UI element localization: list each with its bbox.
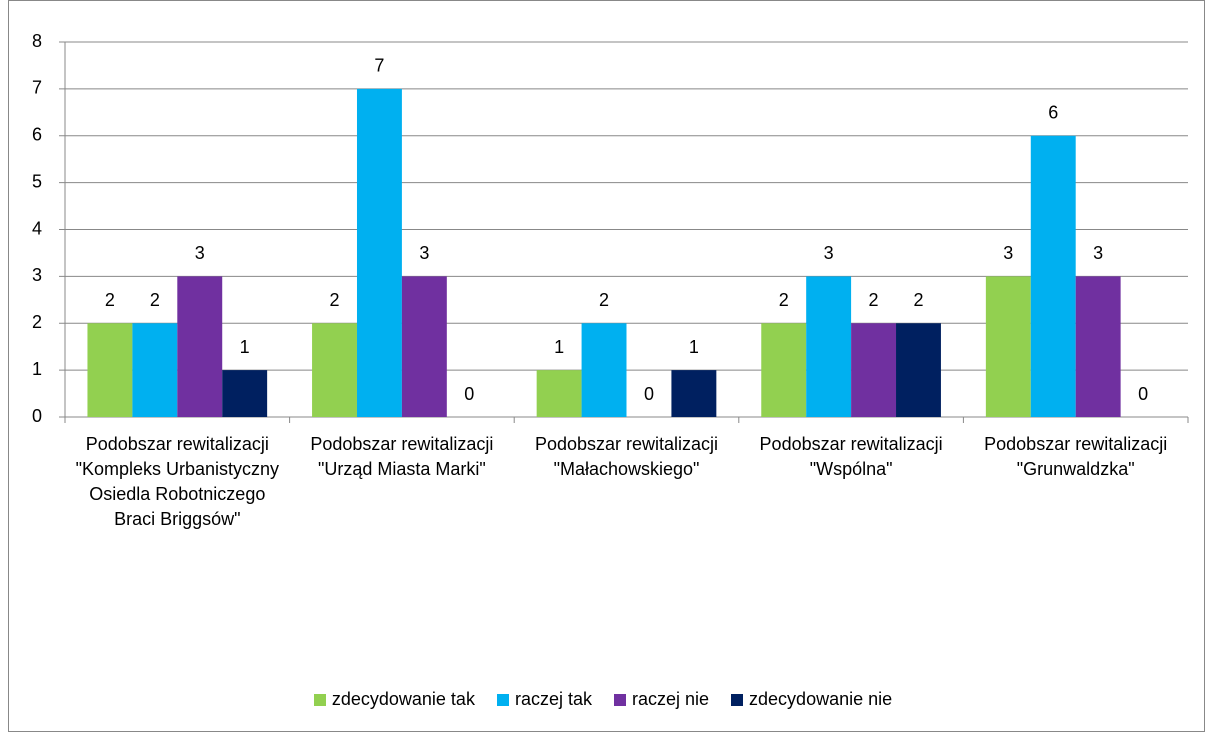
bar xyxy=(356,88,402,417)
y-tick-label: 1 xyxy=(32,359,42,379)
y-tick-label: 7 xyxy=(32,78,42,98)
x-tick-label: Podobszar rewitalizacji "Urząd Miasta Ma… xyxy=(310,434,494,479)
legend: zdecydowanie tak raczej tak raczej nie zdec… xyxy=(0,689,1206,710)
y-tick-label: 8 xyxy=(32,31,42,51)
bar xyxy=(671,370,717,417)
value-label: 1 xyxy=(240,337,250,357)
bar xyxy=(1030,135,1076,417)
value-label: 1 xyxy=(554,337,564,357)
legend-swatch xyxy=(313,693,326,706)
y-tick-label: 5 xyxy=(32,171,42,191)
value-label: 2 xyxy=(150,290,160,310)
bar xyxy=(581,323,627,417)
bar xyxy=(985,276,1031,417)
legend-item: zdecydowanie tak xyxy=(313,689,475,710)
bar xyxy=(896,323,941,417)
bar xyxy=(132,323,178,417)
y-tick-label: 3 xyxy=(32,265,42,285)
legend-item: zdecydowanie nie xyxy=(731,689,892,710)
bar xyxy=(536,370,582,417)
bar xyxy=(761,323,807,417)
x-tick-label: Podobszar rewitalizacji "Kompleks Urbani… xyxy=(75,434,280,529)
value-label: 2 xyxy=(330,290,340,310)
value-label: 3 xyxy=(1093,243,1103,263)
legend-label: raczej nie xyxy=(631,689,710,709)
bar xyxy=(87,323,133,417)
legend-item: raczej tak xyxy=(496,689,592,710)
bar xyxy=(851,323,897,417)
value-label: 2 xyxy=(869,290,879,310)
value-label: 0 xyxy=(1138,384,1148,404)
bar xyxy=(401,276,447,417)
legend-swatch xyxy=(613,693,626,706)
y-tick-label: 0 xyxy=(32,406,42,426)
value-label: 3 xyxy=(824,243,834,263)
value-label: 3 xyxy=(195,243,205,263)
bar xyxy=(1075,276,1121,417)
legend-label: zdecydowanie nie xyxy=(749,689,893,709)
value-label: 2 xyxy=(779,290,789,310)
value-label: 6 xyxy=(1048,103,1058,123)
bar xyxy=(806,276,852,417)
value-label: 2 xyxy=(913,290,923,310)
value-label: 2 xyxy=(105,290,115,310)
legend-label: zdecydowanie tak xyxy=(331,689,475,709)
x-tick-label: Podobszar rewitalizacji "Małachowskiego" xyxy=(534,434,719,479)
value-label: 2 xyxy=(599,290,609,310)
bar xyxy=(222,370,268,417)
value-label: 3 xyxy=(1003,243,1013,263)
value-label: 3 xyxy=(419,243,429,263)
value-label: 0 xyxy=(464,384,474,404)
legend-swatch xyxy=(496,693,509,706)
value-label: 0 xyxy=(644,384,654,404)
value-label: 7 xyxy=(374,56,384,76)
value-label: 1 xyxy=(689,337,699,357)
y-tick-label: 6 xyxy=(32,125,42,145)
legend-swatch xyxy=(731,693,744,706)
legend-label: raczej tak xyxy=(514,689,592,709)
x-tick-label: Podobszar rewitalizacji "Grunwaldzka" xyxy=(984,434,1168,479)
x-tick-label: Podobszar rewitalizacji "Wspólna" xyxy=(759,434,943,479)
legend-item: raczej nie xyxy=(613,689,710,710)
bar xyxy=(177,276,223,417)
y-tick-label: 4 xyxy=(32,218,42,238)
bar xyxy=(312,323,357,417)
y-tick-label: 2 xyxy=(32,312,42,332)
chart-border xyxy=(8,0,1205,732)
